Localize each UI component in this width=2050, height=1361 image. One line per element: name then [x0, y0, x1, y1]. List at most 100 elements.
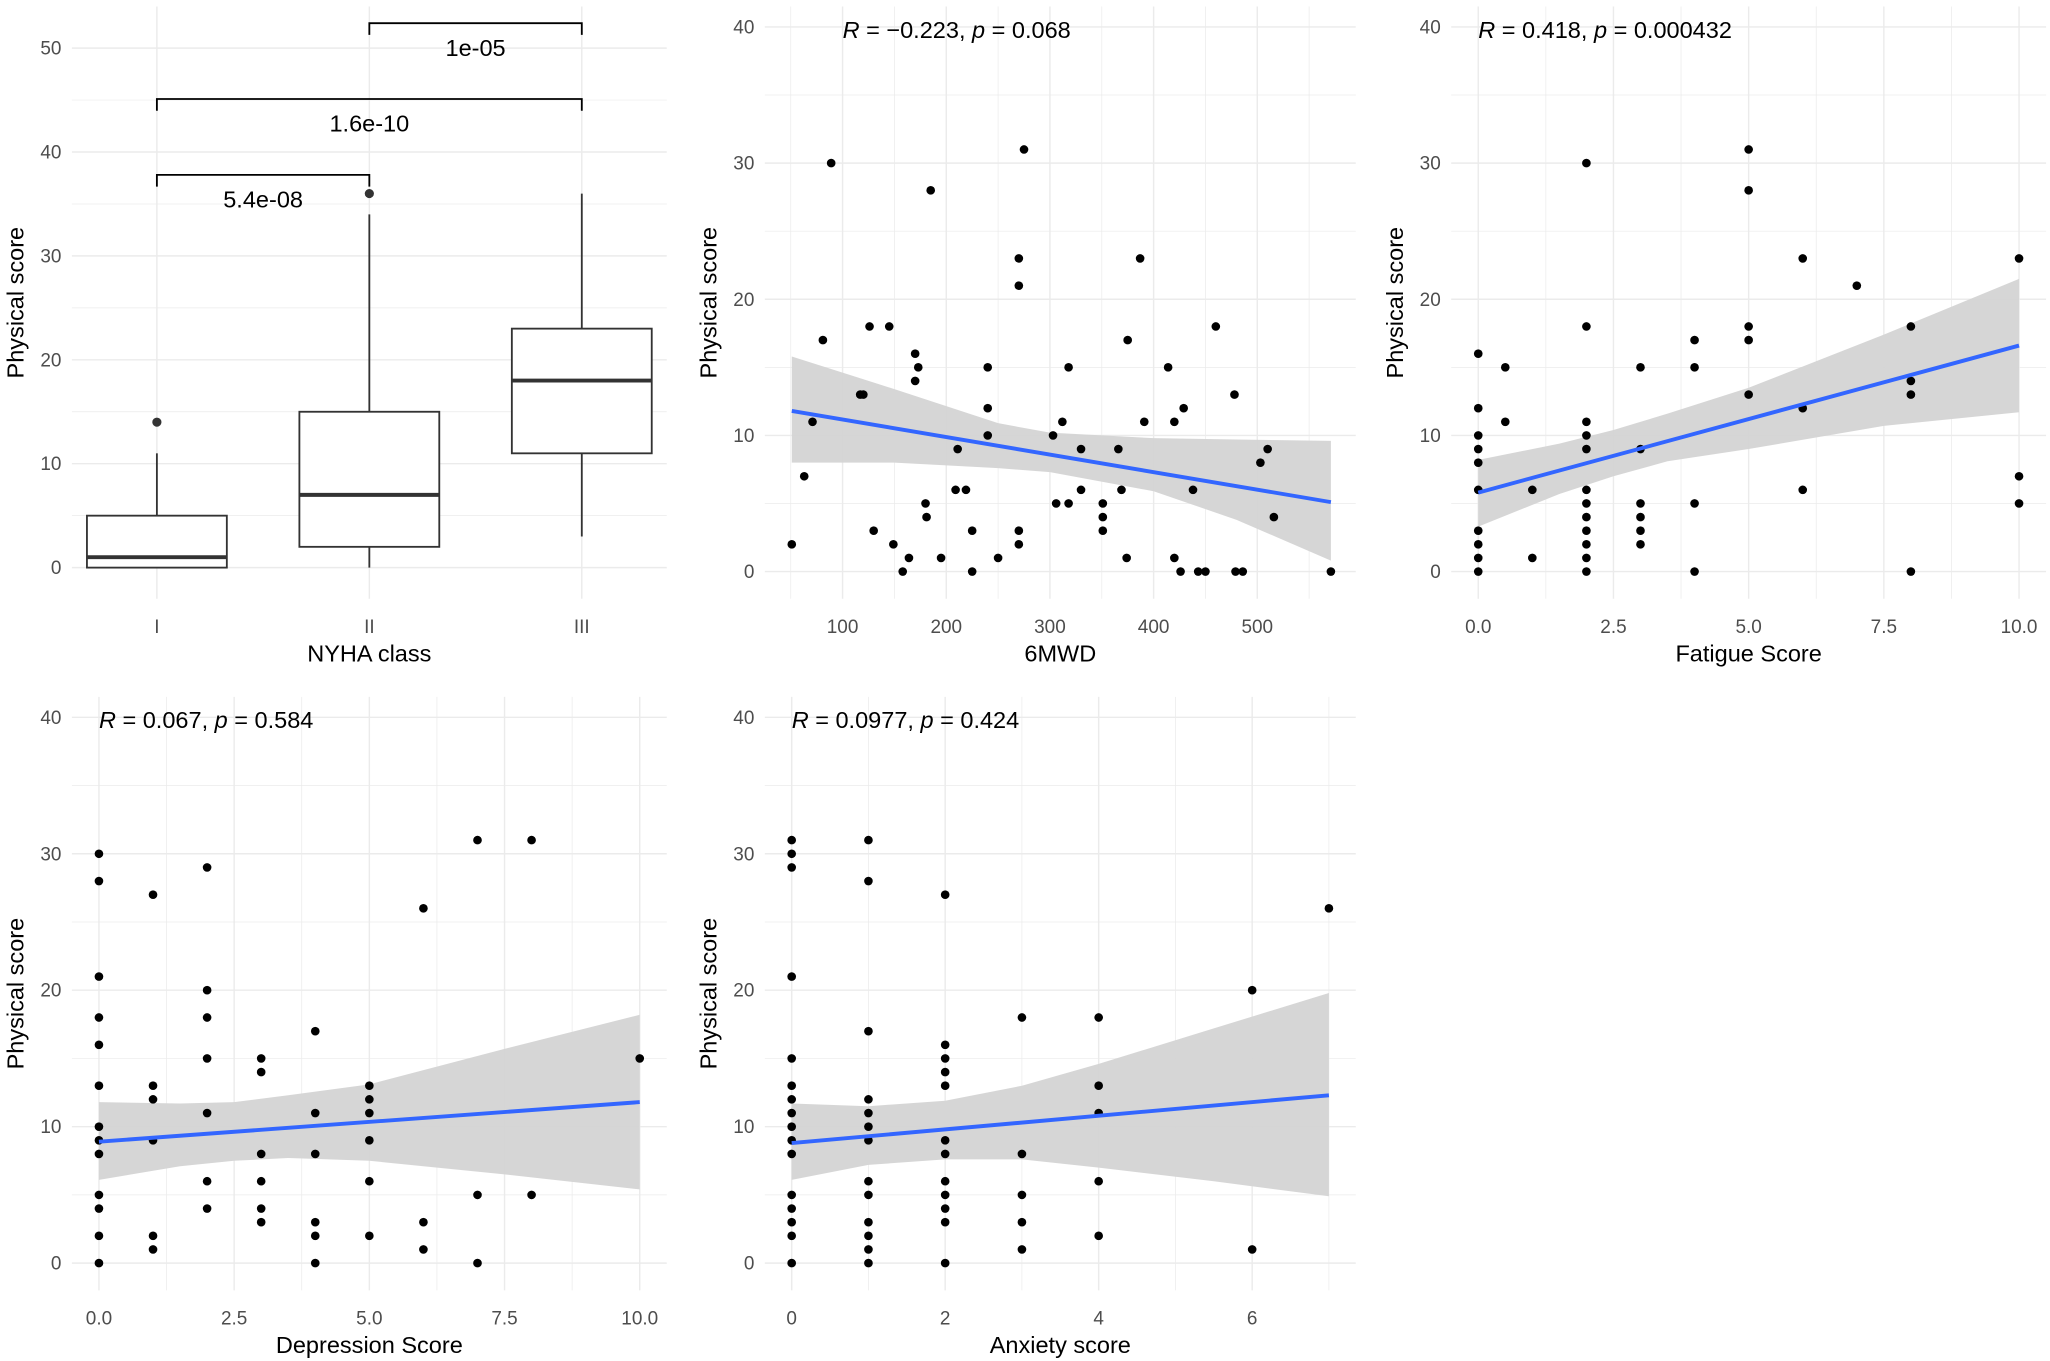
- confidence-band: [791, 992, 1329, 1197]
- y-tick-label: 0: [744, 1254, 755, 1275]
- data-point: [1582, 485, 1591, 495]
- data-point: [365, 1231, 374, 1241]
- data-point: [913, 363, 923, 372]
- data-point: [1744, 322, 1753, 331]
- y-tick-label: 10: [40, 1117, 61, 1138]
- x-tick-label: 200: [930, 617, 962, 638]
- data-point: [1690, 335, 1699, 345]
- data-point: [787, 849, 797, 859]
- data-point: [1019, 145, 1029, 154]
- data-point: [864, 1231, 873, 1241]
- data-point: [365, 1135, 374, 1145]
- x-tick-label: 400: [1138, 617, 1170, 638]
- x-tick-label: 100: [827, 617, 859, 638]
- data-point: [936, 553, 946, 563]
- data-point: [94, 1013, 104, 1022]
- data-point: [635, 1054, 645, 1063]
- data-point: [1636, 540, 1645, 549]
- data-point: [1798, 254, 1808, 263]
- correlation-annotation: R = 0.067, p = 0.584: [99, 707, 313, 733]
- data-point: [787, 1217, 797, 1227]
- data-point: [419, 1245, 428, 1254]
- y-tick-label: 0: [51, 558, 62, 579]
- x-axis-title: NYHA class: [307, 641, 431, 667]
- y-axis-title: Physical score: [1382, 227, 1408, 379]
- data-point: [1201, 567, 1210, 576]
- data-point: [310, 1258, 320, 1268]
- data-point: [148, 1095, 158, 1104]
- x-tick-label: 0.0: [86, 1308, 112, 1329]
- x-axis-title: Fatigue Score: [1675, 641, 1821, 667]
- data-point: [864, 1176, 873, 1186]
- confidence-band: [791, 356, 1331, 561]
- annotation-text: = −0.223,: [860, 17, 972, 43]
- data-point: [869, 526, 879, 536]
- data-point: [148, 1245, 158, 1254]
- box-iqr: [510, 327, 653, 455]
- data-point: [1582, 553, 1591, 563]
- points: [94, 835, 645, 1268]
- data-point: [1014, 526, 1024, 536]
- data-point: [1188, 485, 1198, 495]
- data-point: [1326, 567, 1336, 576]
- data-point: [1263, 444, 1272, 454]
- data-point: [1014, 281, 1024, 290]
- data-point: [419, 1217, 428, 1227]
- data-point: [1048, 431, 1058, 440]
- data-point: [983, 403, 993, 413]
- data-point: [1076, 485, 1086, 495]
- data-point: [148, 1081, 158, 1091]
- data-point: [1017, 1149, 1027, 1159]
- annotation-text: = 0.424: [934, 707, 1020, 733]
- data-point: [1473, 540, 1483, 549]
- data-point: [961, 485, 971, 495]
- y-tick-label: 30: [733, 844, 754, 865]
- outlier-point: [152, 417, 162, 427]
- data-point: [1473, 444, 1483, 454]
- data-point: [864, 1026, 873, 1036]
- comparison-bracket: 5.4e-08: [155, 173, 371, 213]
- data-point: [1163, 363, 1173, 372]
- x-axis-title: 6MWD: [1024, 641, 1096, 667]
- data-point: [787, 1054, 797, 1063]
- data-point: [148, 1231, 158, 1241]
- data-point: [419, 904, 428, 913]
- annotation-text: = 0.0977,: [809, 707, 921, 733]
- data-point: [1135, 254, 1145, 263]
- correlation-annotation: R = 0.418, p = 0.000432: [1478, 17, 1732, 43]
- comparison-bracket: 1.6e-10: [155, 98, 583, 137]
- y-tick-label: 30: [1420, 154, 1441, 175]
- data-point: [365, 1081, 374, 1091]
- data-point: [1582, 444, 1591, 454]
- x-axis-title: Anxiety score: [990, 1332, 1131, 1358]
- y-tick-label: 10: [733, 1117, 754, 1138]
- data-point: [94, 1149, 104, 1159]
- annotation-text: = 0.584: [228, 707, 314, 733]
- data-point: [1906, 322, 1916, 331]
- data-point: [787, 1258, 797, 1268]
- y-tick-label: 20: [1420, 290, 1441, 311]
- outlier-point: [364, 188, 374, 199]
- data-point: [951, 485, 960, 495]
- data-point: [1636, 499, 1645, 508]
- annotation-text: = 0.068: [985, 17, 1071, 43]
- regression-line: [791, 408, 1332, 505]
- y-tick-label: 10: [40, 454, 61, 475]
- data-point: [787, 1081, 797, 1091]
- y-tick-label: 0: [1430, 562, 1441, 583]
- box-iqr: [298, 410, 441, 548]
- data-point: [826, 158, 836, 168]
- data-point: [787, 540, 797, 549]
- data-point: [922, 512, 931, 522]
- data-point: [953, 444, 962, 454]
- data-point: [94, 1081, 104, 1091]
- y-axis-title: Physical score: [695, 918, 721, 1070]
- y-tick-label: 20: [40, 350, 61, 371]
- data-point: [1473, 458, 1483, 467]
- data-point: [859, 390, 868, 399]
- data-point: [1017, 1013, 1027, 1022]
- y-tick-label: 40: [733, 17, 754, 38]
- y-tick-label: 0: [51, 1254, 62, 1275]
- data-point: [864, 1217, 873, 1227]
- regression-line: [98, 1100, 640, 1144]
